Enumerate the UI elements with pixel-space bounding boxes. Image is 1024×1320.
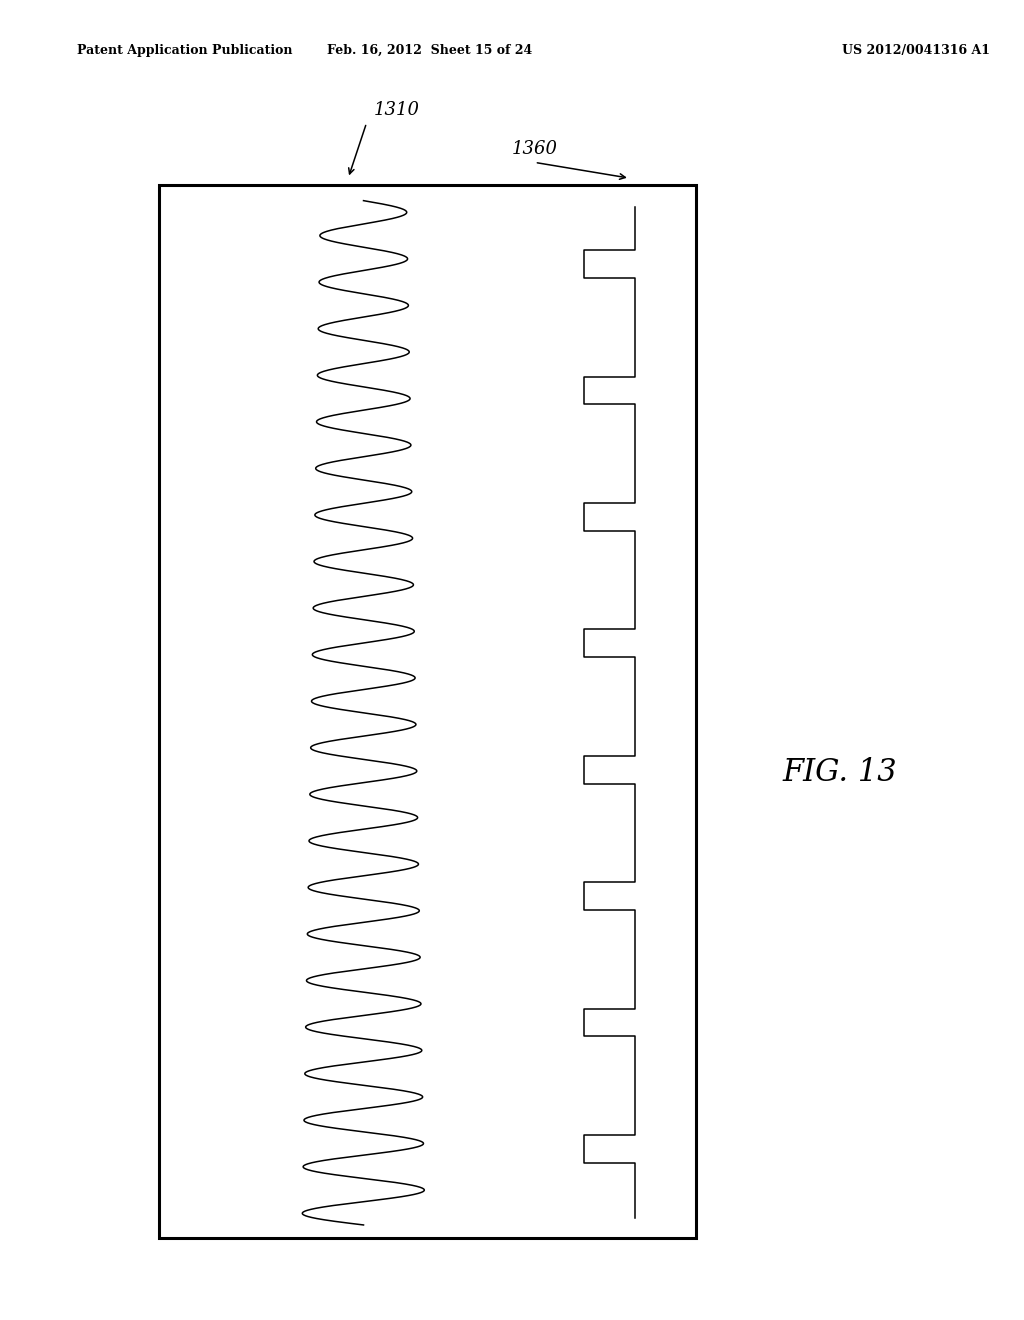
Bar <box>159 185 696 1238</box>
Text: Patent Application Publication: Patent Application Publication <box>77 44 292 57</box>
Text: 1360: 1360 <box>512 140 558 158</box>
Text: 1310: 1310 <box>374 100 420 119</box>
Text: Feb. 16, 2012  Sheet 15 of 24: Feb. 16, 2012 Sheet 15 of 24 <box>328 44 532 57</box>
Text: US 2012/0041316 A1: US 2012/0041316 A1 <box>843 44 990 57</box>
Text: FIG. 13: FIG. 13 <box>782 756 897 788</box>
